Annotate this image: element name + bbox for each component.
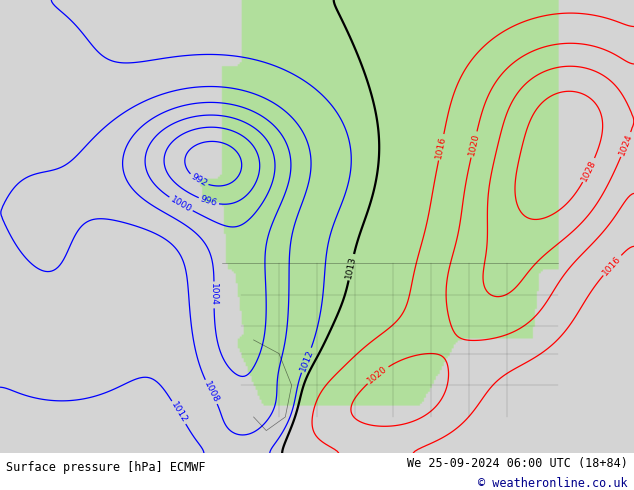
Text: 1000: 1000	[169, 195, 193, 214]
Text: 1012: 1012	[298, 348, 315, 372]
Text: 1012: 1012	[169, 400, 189, 425]
Text: 996: 996	[199, 195, 218, 208]
Text: 1020: 1020	[366, 364, 389, 386]
Text: © weatheronline.co.uk: © weatheronline.co.uk	[478, 477, 628, 490]
Text: 1004: 1004	[209, 283, 219, 306]
Text: 1008: 1008	[202, 380, 221, 404]
Text: 1028: 1028	[580, 158, 598, 182]
Text: 992: 992	[189, 172, 209, 189]
Text: 1024: 1024	[618, 132, 634, 157]
Text: Surface pressure [hPa] ECMWF: Surface pressure [hPa] ECMWF	[6, 462, 206, 474]
Text: 1013: 1013	[344, 255, 358, 279]
Text: 1020: 1020	[467, 132, 481, 157]
Text: We 25-09-2024 06:00 UTC (18+84): We 25-09-2024 06:00 UTC (18+84)	[407, 457, 628, 470]
Text: 1016: 1016	[601, 254, 623, 277]
Text: 1016: 1016	[434, 135, 448, 159]
